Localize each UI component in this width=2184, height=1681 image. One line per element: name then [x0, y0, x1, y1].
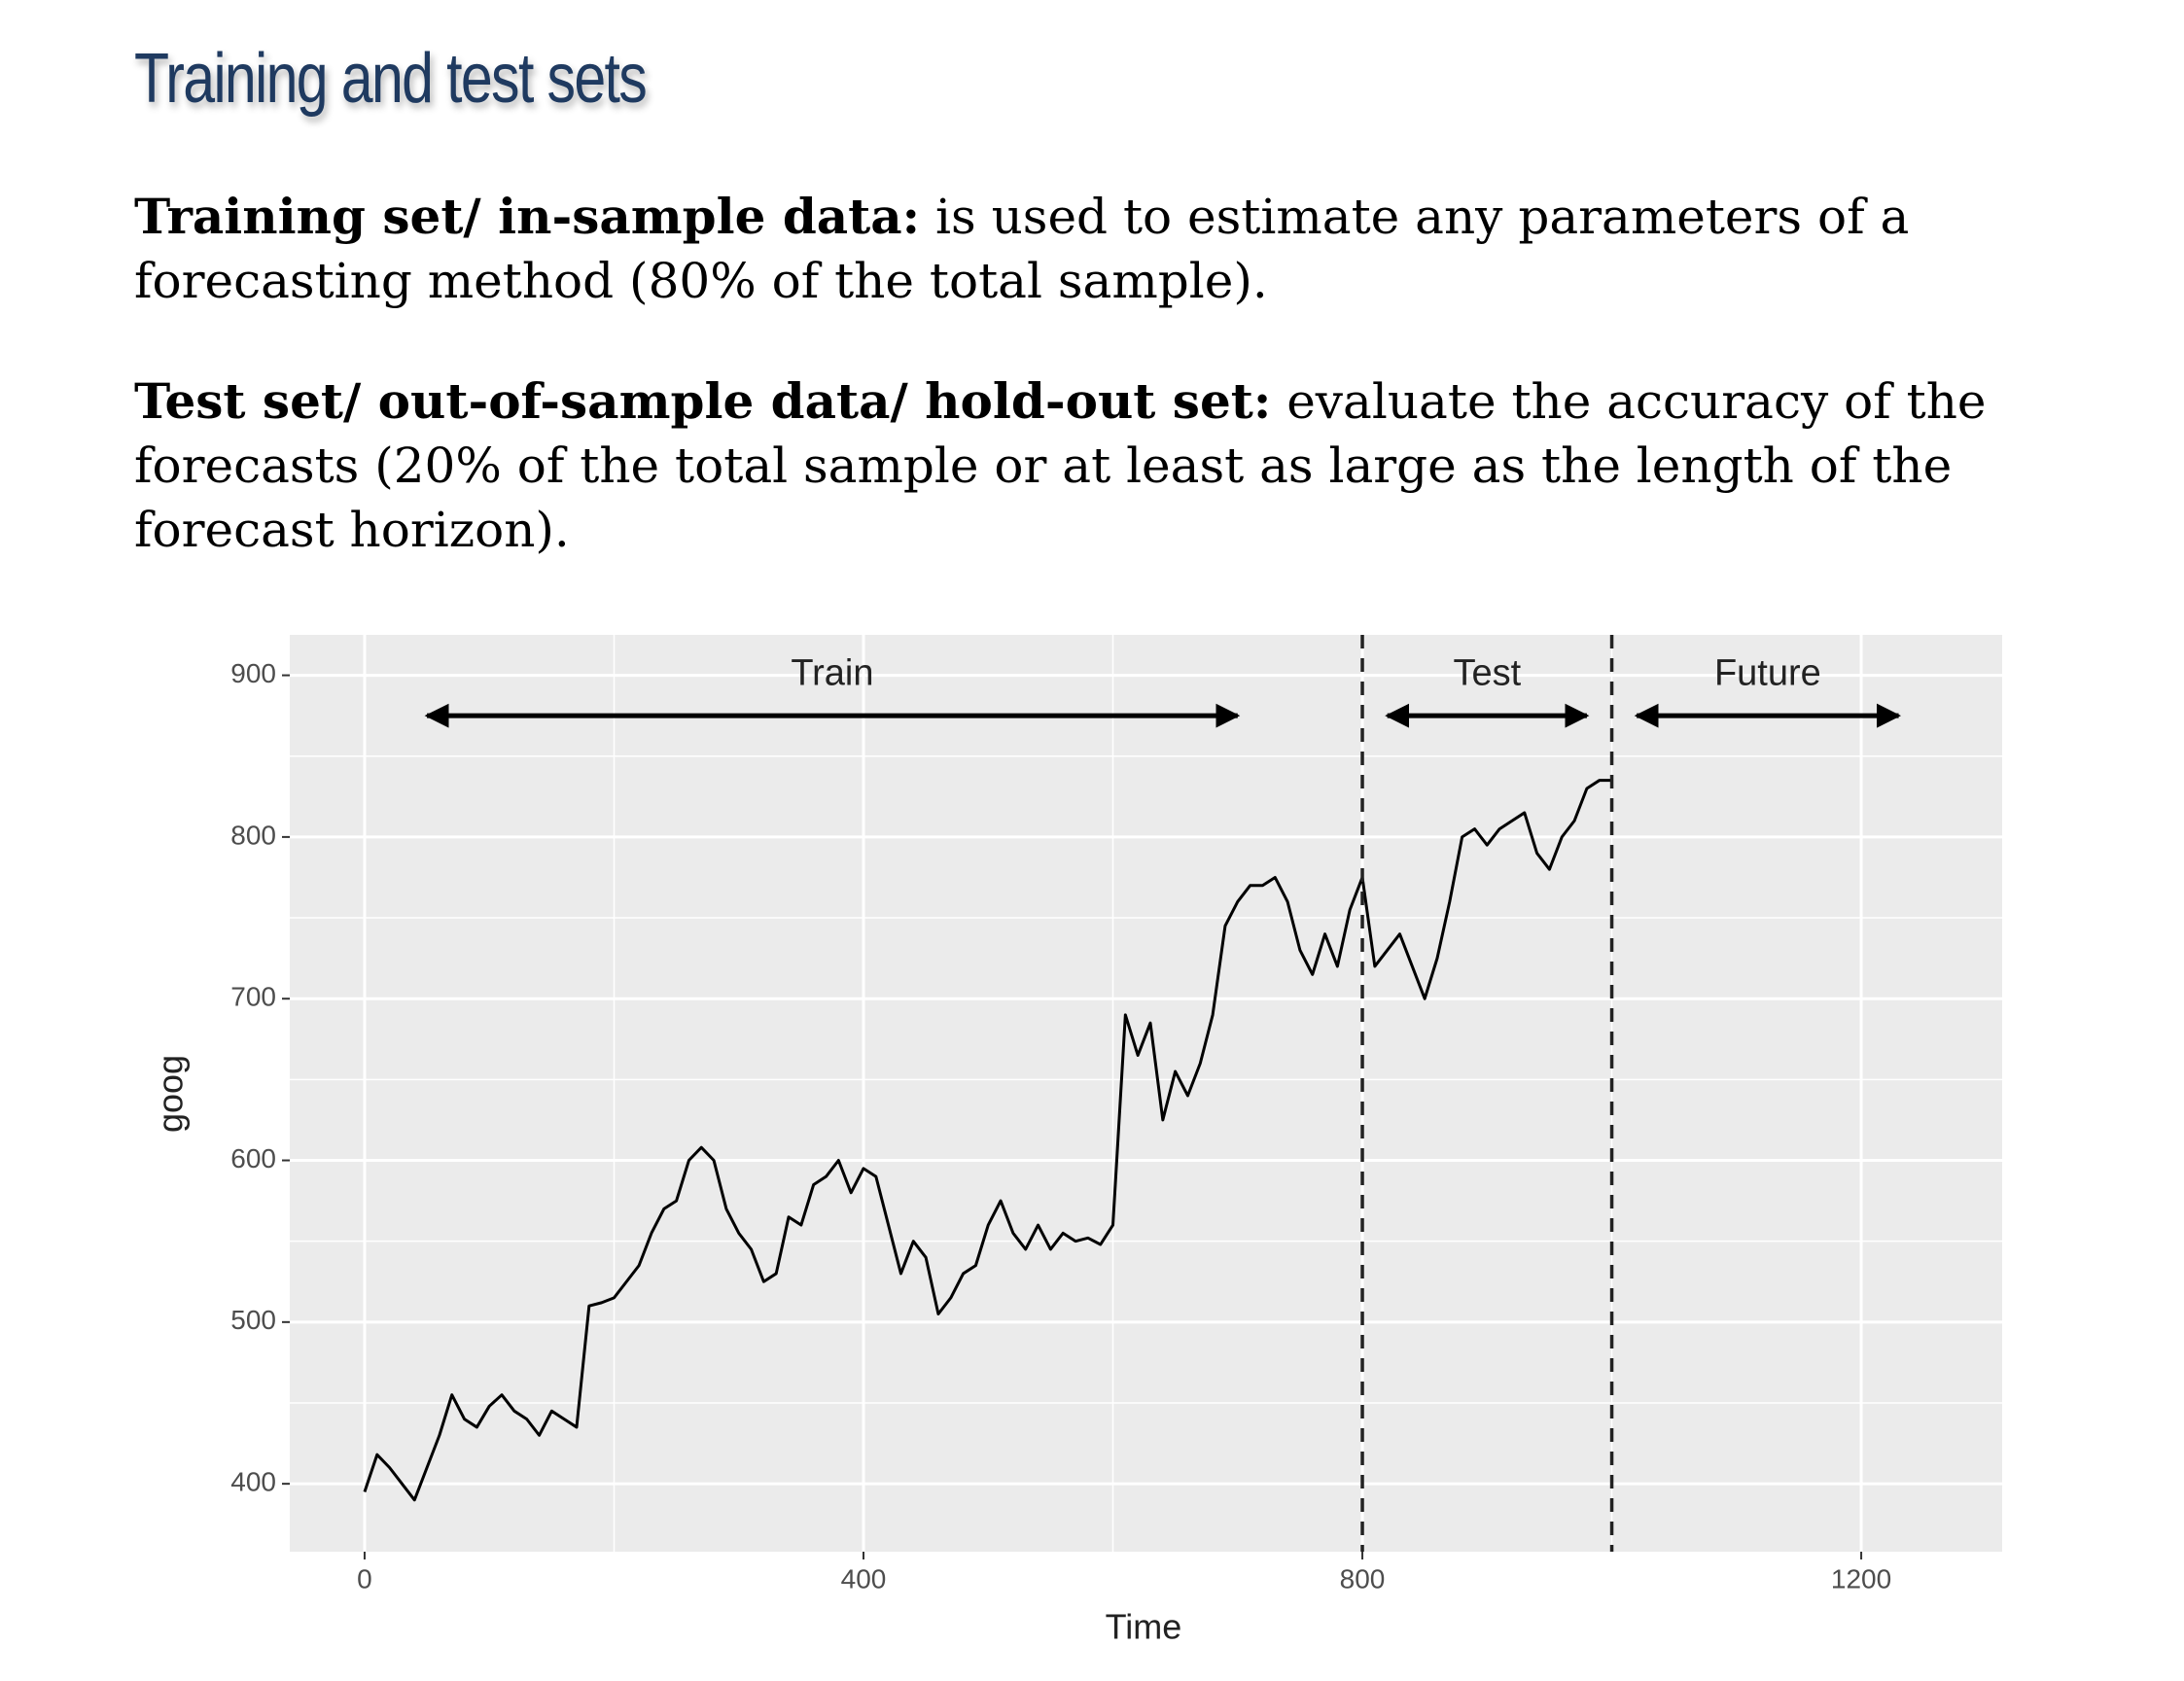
y-axis-title: goog — [151, 1055, 191, 1133]
series-line — [363, 779, 1612, 1502]
x-tick-label: 800 — [1340, 1563, 1386, 1593]
x-axis-title: Time — [1106, 1607, 1182, 1647]
y-tick-label: 500 — [230, 1305, 276, 1335]
y-tick-label: 700 — [230, 982, 276, 1012]
y-tick-label: 800 — [230, 820, 276, 850]
y-tick-label: 400 — [230, 1467, 276, 1497]
x-tick-label: 400 — [841, 1563, 887, 1593]
bold-lead: Training set/ in-sample data: — [134, 188, 921, 245]
y-tick-label: 900 — [230, 658, 276, 688]
paragraph-text: is used to estimate any parameters of a … — [134, 189, 1910, 309]
paragraph-text: evaluate the accuracy of the forecasts (… — [134, 373, 1987, 558]
y-tick-label: 600 — [230, 1143, 276, 1173]
x-tick-label: 1200 — [1831, 1563, 1891, 1593]
bold-lead: Test set/ out-of-sample data/ hold-out s… — [134, 372, 1272, 430]
x-tick-label: 0 — [357, 1563, 372, 1593]
paragraph: Test set/ out-of-sample data/ hold-out s… — [134, 369, 2089, 562]
plot-background — [290, 635, 2002, 1552]
annotation-label: Future — [1714, 653, 1821, 694]
annotation-label: Test — [1453, 653, 1521, 694]
paragraph: Training set/ in-sample data: is used to… — [134, 185, 2089, 313]
annotation-label: Train — [791, 653, 873, 694]
slide-title: Training and test sets — [134, 40, 648, 118]
